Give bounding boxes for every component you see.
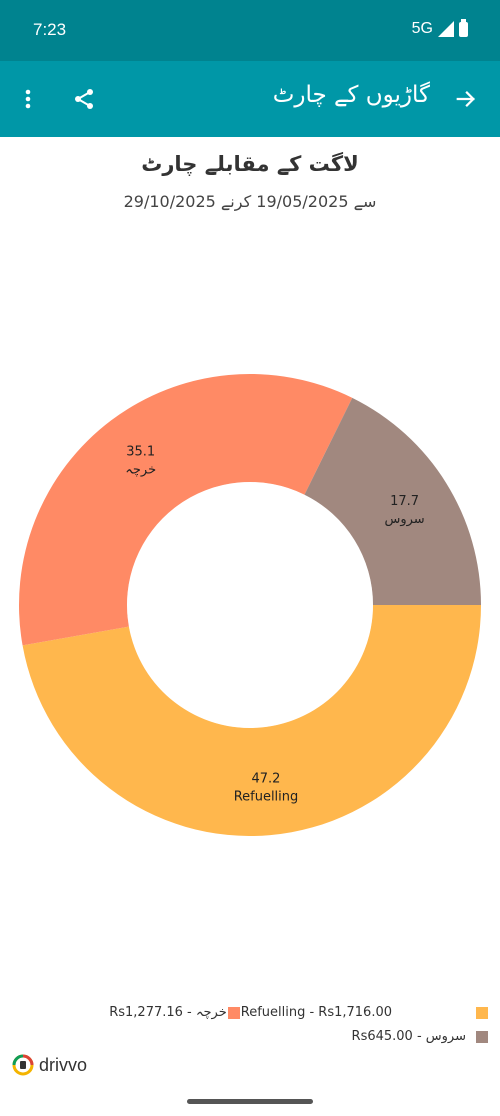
status-time: 7:23 bbox=[33, 20, 67, 39]
donut-slices bbox=[18, 374, 481, 836]
more-vert-icon bbox=[25, 89, 31, 109]
drivvo-logo-icon bbox=[12, 1054, 34, 1076]
share-icon bbox=[75, 89, 93, 109]
slice-value-label-1: 35.1 bbox=[126, 444, 155, 459]
brand-logo: drivvo bbox=[12, 1054, 87, 1076]
slice-name-label-0: Refuelling bbox=[234, 789, 299, 804]
legend-swatch-kharcha bbox=[227, 1006, 240, 1019]
app-bar: گاڑیوں کے چارٹ bbox=[0, 61, 500, 137]
donut-hole bbox=[140, 495, 360, 715]
legend-swatch-service bbox=[476, 1030, 488, 1043]
signal-icon bbox=[438, 21, 454, 37]
slice-1[interactable] bbox=[18, 374, 353, 646]
status-bar: 7:23 5G bbox=[0, 0, 500, 61]
home-indicator[interactable] bbox=[187, 1099, 313, 1104]
slice-value-label-0: 47.2 bbox=[252, 771, 281, 786]
legend-swatch-refuelling bbox=[476, 1006, 488, 1019]
back-button[interactable] bbox=[446, 79, 486, 119]
donut-labels: 47.2 Refuelling 35.1 خرچہ 17.7 سروس bbox=[125, 444, 424, 804]
chart-title: لاگت کے مقابلے چارٹ bbox=[141, 152, 359, 176]
legend-row-2: Rs645.00 - سروس bbox=[352, 1029, 488, 1044]
status-indicators: 5G bbox=[411, 18, 468, 38]
chart-subtitle: سے 19/05/2025 کرنے 29/10/2025 bbox=[123, 192, 377, 211]
slice-0[interactable] bbox=[22, 605, 481, 836]
slice-name-label-2: سروس bbox=[384, 512, 424, 527]
slice-2[interactable] bbox=[304, 397, 481, 605]
legend-entry-kharcha: Rs1,277.16 - خرچہ bbox=[109, 1005, 227, 1020]
slice-name-label-1: خرچہ bbox=[125, 462, 156, 477]
share-button[interactable] bbox=[64, 79, 104, 119]
arrow-forward-icon bbox=[456, 91, 475, 107]
donut-chart[interactable]: 47.2 Refuelling 35.1 خرچہ 17.7 سروس bbox=[0, 360, 500, 850]
slice-value-label-2: 17.7 bbox=[390, 494, 419, 509]
app-bar-title: گاڑیوں کے چارٹ bbox=[272, 82, 430, 108]
more-options-button[interactable] bbox=[8, 79, 48, 119]
legend-row-1: Rs1,277.16 - خرچہ Refuelling - Rs1,716.0… bbox=[109, 1005, 488, 1020]
network-type: 5G bbox=[411, 20, 433, 37]
brand-name: drivvo bbox=[39, 1054, 88, 1075]
legend-entry-refuelling: Refuelling - Rs1,716.00 bbox=[240, 1005, 392, 1020]
legend-entry-service: Rs645.00 - سروس bbox=[351, 1029, 466, 1044]
battery-icon bbox=[459, 18, 468, 37]
